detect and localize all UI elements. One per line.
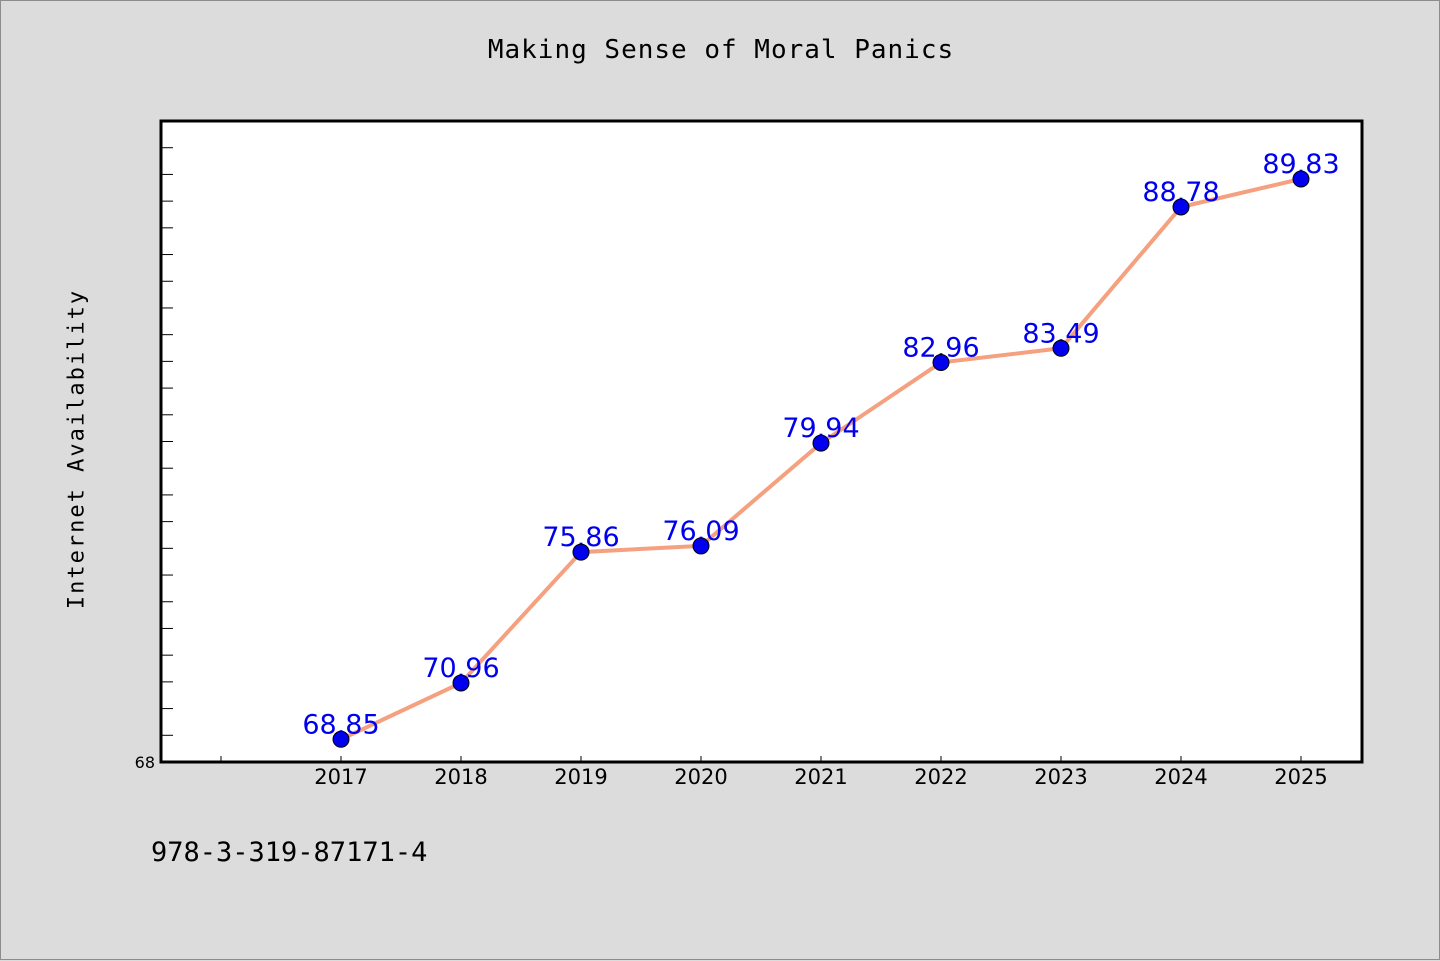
x-tick-label: 2021: [794, 765, 847, 789]
data-point: [332, 730, 350, 748]
x-tick-label: 2022: [914, 765, 967, 789]
x-tick-label: 2023: [1034, 765, 1087, 789]
x-tick-label: 2025: [1274, 765, 1327, 789]
data-point: [572, 543, 590, 561]
data-point: [1052, 339, 1070, 357]
data-point: [692, 537, 710, 555]
x-tick-label: 2019: [554, 765, 607, 789]
data-point: [1172, 198, 1190, 216]
x-tick-label: 2020: [674, 765, 727, 789]
data-point: [1292, 170, 1310, 188]
data-point: [812, 434, 830, 452]
x-tick-label: 2018: [434, 765, 487, 789]
footer-code: 978-3-319-87171-4: [151, 837, 428, 868]
x-tick-label: 2024: [1154, 765, 1207, 789]
x-tick-label: 2017: [314, 765, 367, 789]
data-point: [932, 353, 950, 371]
data-point: [452, 674, 470, 692]
y-tick-label: 68: [135, 753, 155, 772]
plot-area: [161, 121, 1362, 762]
chart-title: Making Sense of Moral Panics: [487, 35, 955, 65]
